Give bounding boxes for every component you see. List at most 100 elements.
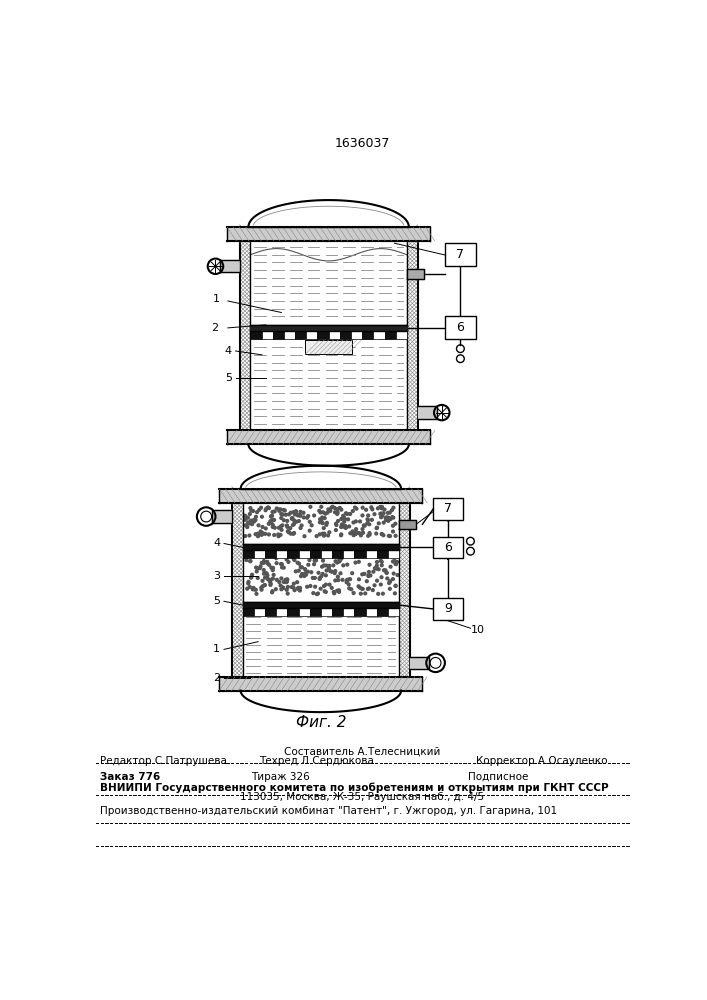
Circle shape	[382, 521, 385, 524]
Circle shape	[323, 532, 326, 535]
Circle shape	[375, 532, 378, 535]
Circle shape	[361, 587, 363, 590]
Circle shape	[267, 562, 269, 565]
Circle shape	[334, 522, 337, 525]
Circle shape	[247, 516, 250, 519]
Circle shape	[260, 562, 263, 564]
Circle shape	[286, 530, 289, 533]
Circle shape	[340, 557, 343, 560]
Circle shape	[361, 573, 363, 576]
Circle shape	[257, 532, 260, 535]
Circle shape	[394, 592, 397, 595]
Circle shape	[252, 586, 255, 589]
Circle shape	[271, 590, 274, 593]
Circle shape	[322, 559, 325, 562]
Circle shape	[296, 561, 299, 564]
Circle shape	[247, 521, 250, 524]
Polygon shape	[410, 657, 429, 669]
Circle shape	[314, 559, 317, 562]
Circle shape	[298, 562, 300, 565]
Circle shape	[264, 527, 267, 530]
Circle shape	[246, 587, 249, 590]
Circle shape	[282, 509, 285, 511]
Circle shape	[322, 511, 325, 514]
Circle shape	[285, 558, 288, 561]
Bar	[287, 550, 298, 558]
Circle shape	[385, 571, 387, 574]
Circle shape	[287, 530, 290, 533]
Circle shape	[275, 507, 278, 510]
Circle shape	[271, 591, 274, 594]
Circle shape	[278, 509, 281, 512]
Bar	[250, 331, 262, 339]
Circle shape	[277, 535, 280, 538]
Circle shape	[367, 534, 370, 537]
Circle shape	[334, 560, 337, 563]
Circle shape	[392, 572, 395, 575]
Circle shape	[273, 534, 276, 536]
Circle shape	[311, 577, 314, 579]
Circle shape	[384, 569, 387, 572]
Circle shape	[258, 508, 261, 511]
Text: Фиг. 2: Фиг. 2	[296, 715, 346, 730]
Circle shape	[372, 570, 375, 573]
Circle shape	[269, 515, 272, 518]
Circle shape	[371, 508, 374, 511]
Bar	[310, 608, 321, 616]
Circle shape	[389, 565, 392, 568]
Circle shape	[342, 564, 344, 567]
Circle shape	[286, 580, 288, 583]
Circle shape	[289, 511, 292, 514]
Bar	[332, 608, 343, 616]
Circle shape	[325, 521, 328, 524]
Circle shape	[394, 522, 397, 525]
Circle shape	[394, 562, 397, 565]
Circle shape	[342, 516, 345, 518]
Circle shape	[285, 581, 288, 584]
Circle shape	[355, 507, 358, 510]
Circle shape	[248, 534, 251, 537]
Circle shape	[362, 531, 365, 534]
Circle shape	[250, 509, 252, 512]
Circle shape	[330, 506, 333, 509]
Circle shape	[312, 514, 315, 517]
Circle shape	[267, 506, 269, 509]
Circle shape	[276, 578, 279, 581]
Circle shape	[270, 522, 273, 524]
Circle shape	[245, 559, 247, 561]
Text: 1636037: 1636037	[334, 137, 390, 150]
Circle shape	[271, 514, 274, 517]
Circle shape	[345, 579, 348, 582]
Circle shape	[386, 577, 389, 580]
Circle shape	[292, 586, 295, 589]
Circle shape	[271, 518, 274, 521]
Circle shape	[338, 560, 341, 562]
Circle shape	[261, 579, 264, 582]
Circle shape	[340, 533, 343, 536]
Circle shape	[352, 521, 355, 524]
Text: Производственно-издательский комбинат "Патент", г. Ужгород, ул. Гагарина, 101: Производственно-издательский комбинат "П…	[100, 806, 557, 816]
Circle shape	[330, 570, 333, 573]
Circle shape	[354, 520, 357, 523]
Circle shape	[308, 520, 311, 523]
Circle shape	[392, 560, 395, 563]
Circle shape	[298, 514, 301, 517]
Circle shape	[254, 519, 257, 521]
Circle shape	[346, 563, 349, 566]
Bar	[385, 331, 396, 339]
Circle shape	[293, 589, 296, 592]
Circle shape	[396, 561, 399, 563]
Circle shape	[358, 560, 361, 563]
Circle shape	[286, 592, 289, 595]
Circle shape	[305, 585, 308, 588]
Circle shape	[315, 593, 318, 596]
Circle shape	[351, 530, 354, 533]
Circle shape	[308, 559, 311, 561]
Circle shape	[246, 526, 249, 528]
Circle shape	[382, 512, 385, 515]
Circle shape	[301, 573, 304, 576]
Circle shape	[280, 513, 283, 515]
Circle shape	[293, 519, 296, 522]
Circle shape	[329, 570, 332, 573]
Circle shape	[340, 523, 343, 526]
